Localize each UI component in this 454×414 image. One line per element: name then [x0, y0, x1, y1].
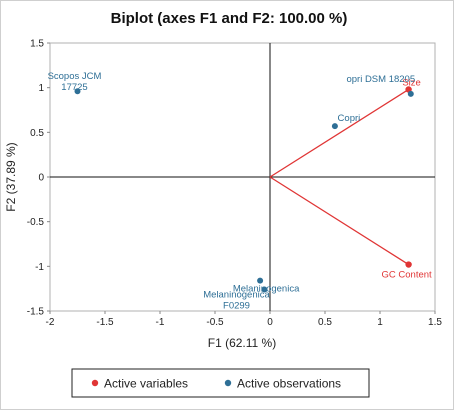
variable-label: Size — [402, 77, 420, 88]
y-tick-label: 1 — [38, 83, 44, 94]
legend-label-observations: Active observations — [237, 377, 341, 391]
observation-label: F0299 — [223, 301, 250, 312]
observation-label: Melaninogenica — [203, 290, 270, 301]
x-tick-label: -0.5 — [206, 317, 224, 328]
observation-point — [331, 123, 338, 130]
y-tick-label: -0.5 — [27, 217, 45, 228]
legend-label-variables: Active variables — [104, 377, 188, 391]
legend-marker-variables — [91, 379, 99, 387]
x-tick-label: -1.5 — [96, 317, 114, 328]
observation-label: 17725 — [61, 82, 87, 93]
chart-title: Biplot (axes F1 and F2: 100.00 %) — [111, 10, 348, 27]
observation-point — [407, 90, 414, 97]
x-tick-label: 0.5 — [318, 317, 332, 328]
observation-point — [74, 88, 81, 95]
variable-vector-line — [269, 176, 409, 266]
x-tick-label: -2 — [46, 317, 55, 328]
observation-label: Melaninogenica — [233, 284, 300, 295]
y-tick-label: -1.5 — [27, 307, 45, 318]
tick-labels: -2 -1.5 -1 -0.5 0 0.5 1 1.51.510.50-0.5-1-1.5 — [27, 39, 443, 329]
observation-label: Scopos JCM — [48, 71, 102, 82]
x-tick-label: 1.5 — [428, 317, 442, 328]
observation-point — [261, 286, 268, 293]
y-axis-label: F2 (37.89 %) — [4, 142, 18, 211]
observation-point — [257, 277, 264, 284]
variable-vector-line — [269, 88, 409, 178]
x-axis-label: F1 (62.11 %) — [208, 336, 276, 350]
variable-point — [405, 261, 412, 268]
y-tick-label: 0 — [38, 173, 44, 184]
y-tick-label: 0.5 — [30, 128, 44, 139]
observation-points — [74, 88, 414, 293]
legend-marker-observations — [224, 379, 232, 387]
x-tick-label: 0 — [267, 317, 273, 328]
legend: Active variables Active observations — [71, 368, 370, 398]
observation-label: opri DSM 18205 — [346, 74, 415, 85]
y-tick-label: 1.5 — [30, 39, 44, 50]
legend-box — [71, 368, 370, 398]
x-tick-label: 1 — [377, 317, 383, 328]
y-tick-label: -1 — [35, 262, 44, 273]
observation-label: Copri — [338, 113, 361, 124]
variable-label: GC Content — [382, 270, 433, 281]
variable-vectors — [269, 86, 412, 268]
x-tick-label: -1 — [156, 317, 165, 328]
